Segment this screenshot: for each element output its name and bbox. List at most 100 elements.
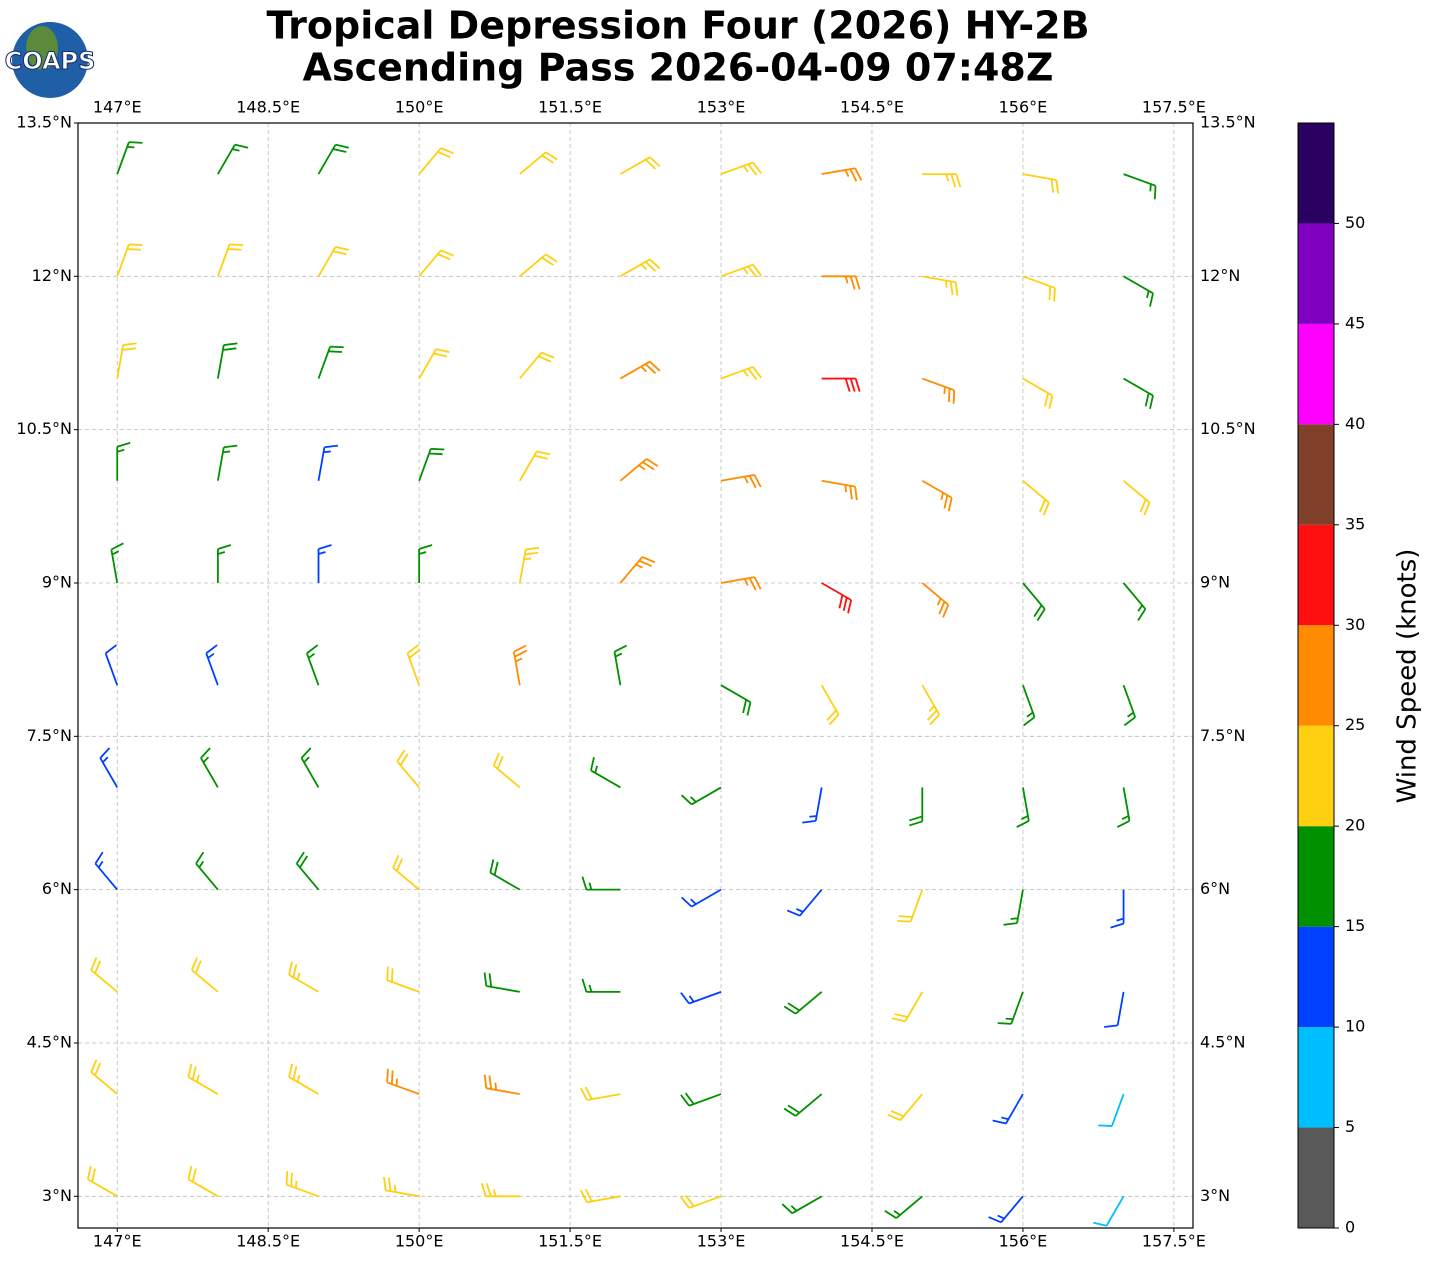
wind-barb: [821, 275, 861, 290]
wind-barb: [680, 991, 722, 1005]
wind-barb: [288, 1063, 319, 1095]
x-tick-label-top: 154.5°E: [840, 98, 904, 117]
wind-barb: [680, 1092, 722, 1107]
y-tick-label-right: 6°N: [1200, 879, 1230, 898]
wind-barb: [217, 243, 244, 277]
x-tick-label-top: 153°E: [697, 98, 746, 117]
y-tick-label: 13.5°N: [16, 113, 72, 132]
colorbar-segment: [1298, 926, 1334, 1028]
wind-barb: [216, 544, 232, 583]
wind-barb: [1022, 275, 1056, 302]
colorbar-tick-label: 20: [1345, 816, 1365, 835]
wind-barb: [1016, 787, 1030, 828]
wind-barb: [418, 544, 433, 583]
x-tick-label-top: 156°E: [999, 98, 1048, 117]
y-tick-label-right: 3°N: [1200, 1186, 1230, 1205]
wind-barb: [483, 1074, 520, 1095]
wind-barb: [1093, 1195, 1125, 1227]
colorbar-segment: [1298, 826, 1334, 927]
wind-barb: [418, 249, 454, 277]
y-tick-label: 9°N: [42, 572, 72, 591]
wind-barb: [897, 889, 924, 923]
logo: COAPS: [4, 22, 96, 98]
y-tick-label-right: 7.5°N: [1200, 726, 1245, 745]
y-tick-label: 7.5°N: [27, 726, 72, 745]
y-tick-label: 12°N: [32, 266, 72, 285]
colorbar-segment: [1298, 1127, 1334, 1228]
wind-barb: [512, 644, 528, 686]
wind-barb: [783, 1093, 823, 1117]
wind-barb: [619, 156, 661, 175]
wind-barb: [590, 756, 621, 789]
wind-barb: [681, 786, 722, 806]
wind-barb: [483, 972, 520, 993]
wind-barb: [396, 749, 420, 789]
logo-land: [26, 26, 58, 70]
x-tick-label-top: 157.5°E: [1142, 98, 1206, 117]
wind-barb: [681, 888, 722, 908]
colorbar-segment: [1298, 323, 1334, 425]
wind-barb: [988, 1195, 1024, 1224]
wind-barb: [288, 961, 319, 993]
x-tick-label: 156°E: [999, 1232, 1048, 1251]
wind-barb: [94, 851, 118, 891]
wind-barb: [720, 263, 762, 278]
x-tick-label: 153°E: [697, 1232, 746, 1251]
wind-barb: [680, 1194, 722, 1209]
wind-barb: [909, 787, 924, 827]
wind-barb: [317, 246, 349, 277]
wind-barb: [581, 876, 621, 891]
colorbar-tick-label: 40: [1345, 414, 1365, 433]
x-tick-label-top: 148.5°E: [236, 98, 300, 117]
wind-barb: [997, 991, 1024, 1025]
colorbar-segment: [1298, 625, 1334, 726]
logo-text: COAPS: [5, 47, 96, 75]
colorbar-segment: [1298, 1027, 1334, 1128]
wind-barb: [802, 787, 823, 824]
y-tick-label: 6°N: [42, 879, 72, 898]
wind-barb: [116, 441, 131, 481]
wind-barb: [921, 377, 956, 404]
wind-barb: [579, 1086, 621, 1101]
colorbar-tick-label: 45: [1345, 313, 1365, 332]
wind-barb: [116, 141, 143, 175]
wind-barb: [317, 345, 344, 379]
wind-barb: [216, 342, 238, 379]
wind-barb: [781, 1195, 823, 1215]
wind-barb: [217, 143, 249, 175]
colorbar-segment: [1298, 524, 1334, 626]
colorbar-tick-label: 0: [1345, 1218, 1355, 1237]
colorbar-segment: [1298, 223, 1334, 324]
colorbar-tick-label: 5: [1345, 1117, 1355, 1136]
wind-barb: [720, 576, 762, 591]
wind-barb: [720, 366, 762, 381]
wind-barb: [295, 851, 320, 891]
wind-barb: [821, 167, 863, 182]
wind-barb: [1022, 173, 1059, 194]
wind-barb: [891, 991, 924, 1023]
wind-barb: [392, 854, 420, 891]
barbs: [86, 141, 1157, 1227]
wind-barb: [1110, 889, 1125, 929]
y-tick-label-right: 9°N: [1200, 572, 1230, 591]
wind-barb: [821, 582, 852, 614]
wind-barb: [191, 957, 219, 993]
wind-barb: [922, 275, 959, 296]
axes: 147°E 147°E 148.5°E 148.5°E 150°E 150°E 151.5°…: [16, 98, 1255, 1251]
y-tick-label: 10.5°N: [16, 419, 72, 438]
wind-barb: [418, 447, 445, 482]
wind-barb: [216, 444, 238, 481]
wind-barb: [1022, 480, 1050, 516]
x-tick-label-top: 147°E: [93, 98, 142, 117]
wind-barb: [613, 644, 628, 686]
wind-barb: [1122, 582, 1147, 621]
wind-barb: [720, 161, 762, 176]
wind-barb: [518, 546, 540, 584]
wind-barb: [86, 1165, 118, 1198]
wind-barb: [1022, 377, 1054, 410]
y-tick-label-right: 12°N: [1200, 266, 1240, 285]
y-tick-label: 4.5°N: [27, 1032, 72, 1051]
wind-barb: [619, 556, 656, 584]
wind-barb: [884, 1195, 923, 1219]
